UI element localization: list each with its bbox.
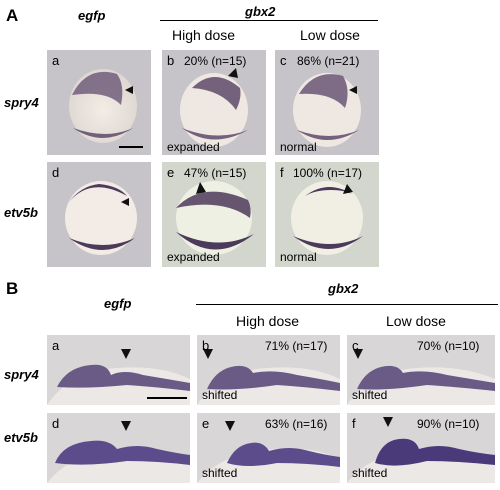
arrowhead-icon — [125, 86, 133, 94]
panel-b-a: a — [47, 335, 190, 405]
percentage-label: 71% (n=17) — [265, 339, 328, 353]
caption-label: shifted — [202, 388, 238, 402]
embryo-image-a-f — [291, 181, 363, 255]
caption-label: normal — [280, 250, 317, 264]
section-a-label: A — [6, 6, 19, 25]
embryo-image-b-d — [47, 421, 190, 483]
scale-bar — [119, 146, 143, 148]
arrowhead-icon — [121, 198, 129, 206]
panel-a-d: d — [47, 162, 151, 267]
high-dose-header-a: High dose — [172, 27, 236, 43]
embryo-image-b-a — [47, 349, 190, 405]
arrowhead-icon — [196, 182, 206, 194]
panel-letter: f — [280, 165, 284, 180]
embryo-image-a-b — [180, 68, 248, 147]
panel-letter: b — [167, 53, 175, 68]
arrowhead-icon — [203, 349, 213, 359]
panel-letter: b — [202, 338, 210, 353]
arrowhead-icon — [343, 184, 353, 194]
arrowhead-icon — [121, 349, 131, 359]
panel-b-e: e 63% (n=16) shifted — [197, 413, 340, 483]
panel-letter: a — [52, 53, 60, 68]
row-label-spry4-a: spry4 — [4, 95, 39, 110]
embryo-image-a-a — [69, 69, 137, 143]
percentage-label: 90% (n=10) — [417, 417, 480, 431]
gbx2-header-a: gbx2 — [245, 4, 276, 19]
high-dose-header-b: High dose — [236, 313, 300, 329]
panel-b-f: f 90% (n=10) shifted — [347, 413, 495, 483]
panel-letter: c — [352, 338, 359, 353]
embryo-image-b-e — [197, 421, 340, 483]
gbx2-divider-a — [160, 20, 378, 21]
arrowhead-icon — [228, 68, 238, 78]
caption-label: shifted — [352, 466, 388, 480]
panel-letter: d — [52, 416, 60, 431]
low-dose-header-a: Low dose — [300, 27, 360, 43]
arrowhead-icon — [121, 421, 131, 431]
panel-a-c: c 86% (n=21) — [275, 50, 379, 155]
arrowhead-icon — [353, 349, 363, 359]
arrowhead-icon — [225, 421, 235, 431]
gbx2-divider-b — [196, 304, 498, 305]
row-label-etv5b-b: etv5b — [4, 430, 38, 445]
panel-letter: d — [52, 165, 60, 180]
embryo-image-a-d — [65, 181, 137, 255]
low-dose-header-b: Low dose — [386, 313, 446, 329]
percentage-label: 47% (n=15) — [184, 166, 247, 180]
arrowhead-icon — [383, 417, 393, 427]
panel-a-e: e 47% (n=15) expanded — [162, 162, 266, 267]
embryo-image-a-e — [176, 181, 254, 255]
panel-b-b: b 71% (n=17) shifted — [197, 335, 340, 405]
percentage-label: 20% (n=15) — [184, 54, 247, 68]
caption-expanded-row1: expanded — [167, 140, 220, 154]
embryo-image-b-b — [197, 349, 340, 405]
panel-letter: c — [280, 53, 287, 68]
section-b-label: B — [6, 279, 19, 298]
caption-label: shifted — [352, 388, 388, 402]
egfp-header-a: egfp — [78, 8, 106, 23]
caption-label: shifted — [202, 466, 238, 480]
percentage-label: 86% (n=21) — [297, 54, 360, 68]
percentage-label: 70% (n=10) — [417, 339, 480, 353]
scale-bar — [147, 397, 187, 399]
percentage-label: 100% (n=17) — [293, 166, 363, 180]
embryo-image-b-f — [347, 417, 495, 483]
egfp-header-b: egfp — [104, 296, 132, 311]
row-label-etv5b-a: etv5b — [4, 205, 38, 220]
gbx2-header-b: gbx2 — [328, 281, 359, 296]
percentage-label: 63% (n=16) — [265, 417, 328, 431]
arrowhead-icon — [349, 86, 357, 94]
panel-letter: a — [52, 338, 60, 353]
panel-letter: f — [352, 416, 356, 431]
panel-b-c: c 70% (n=10) shifted — [347, 335, 495, 405]
row-label-spry4-b: spry4 — [4, 367, 39, 382]
embryo-image-a-c — [293, 73, 361, 147]
panel-letter: e — [167, 165, 175, 180]
panel-letter: e — [202, 416, 210, 431]
panel-b-d: d — [47, 413, 190, 483]
panel-a-b: b 20% (n=15) — [162, 50, 266, 155]
panel-a-a: a — [47, 50, 151, 155]
caption-normal-row1: normal — [280, 140, 317, 154]
caption-label: expanded — [167, 250, 220, 264]
embryo-image-b-c — [347, 349, 495, 405]
panel-a-f: f 100% (n=17) normal — [275, 162, 379, 267]
